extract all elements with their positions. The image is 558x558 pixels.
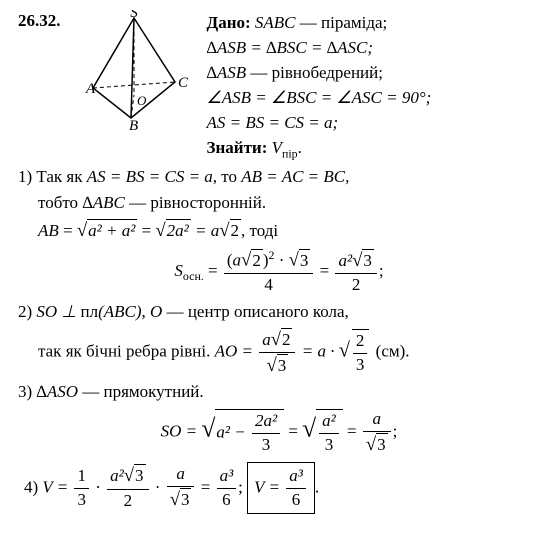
svg-text:O: O xyxy=(137,93,147,108)
solution-block: 1) Так як AS = BS = CS = a, то AB = AC =… xyxy=(18,166,540,514)
step3: 3) ∆ASO — прямокутний. xyxy=(18,381,540,404)
svg-text:A: A xyxy=(85,81,96,97)
svg-text:C: C xyxy=(178,75,189,91)
given-block: Дано: SABC — піраміда; ∆ASB = ∆BSC = ∆AS… xyxy=(207,10,541,163)
top-section: 26.32. S A C B O Дано: SABC — піраміда; … xyxy=(18,10,540,163)
pyramid-svg: S A C B O xyxy=(79,10,189,130)
svg-text:S: S xyxy=(130,10,138,21)
step1-line1: 1) Так як AS = BS = CS = a, то AB = AC =… xyxy=(18,166,540,189)
pyramid-figure: S A C B O xyxy=(79,10,189,163)
answer-box: V = a³6 xyxy=(247,462,315,515)
so-formula: SO = √a² − 2a²3 = √a²3 = a√3; xyxy=(18,408,540,457)
step2-line1: 2) SO ⊥ пл(ABC), O — центр описаного кол… xyxy=(18,301,540,324)
svg-text:B: B xyxy=(129,118,138,130)
problem-number-col: 26.32. xyxy=(18,10,61,163)
area-formula: Sосн. = (a√2)2 · √34 = a²√32; xyxy=(18,247,540,297)
step4: 4) V = 13 · a²√32 · a√3 = a³6; V = a³6. xyxy=(18,462,540,515)
problem-number: 26.32. xyxy=(18,11,61,30)
